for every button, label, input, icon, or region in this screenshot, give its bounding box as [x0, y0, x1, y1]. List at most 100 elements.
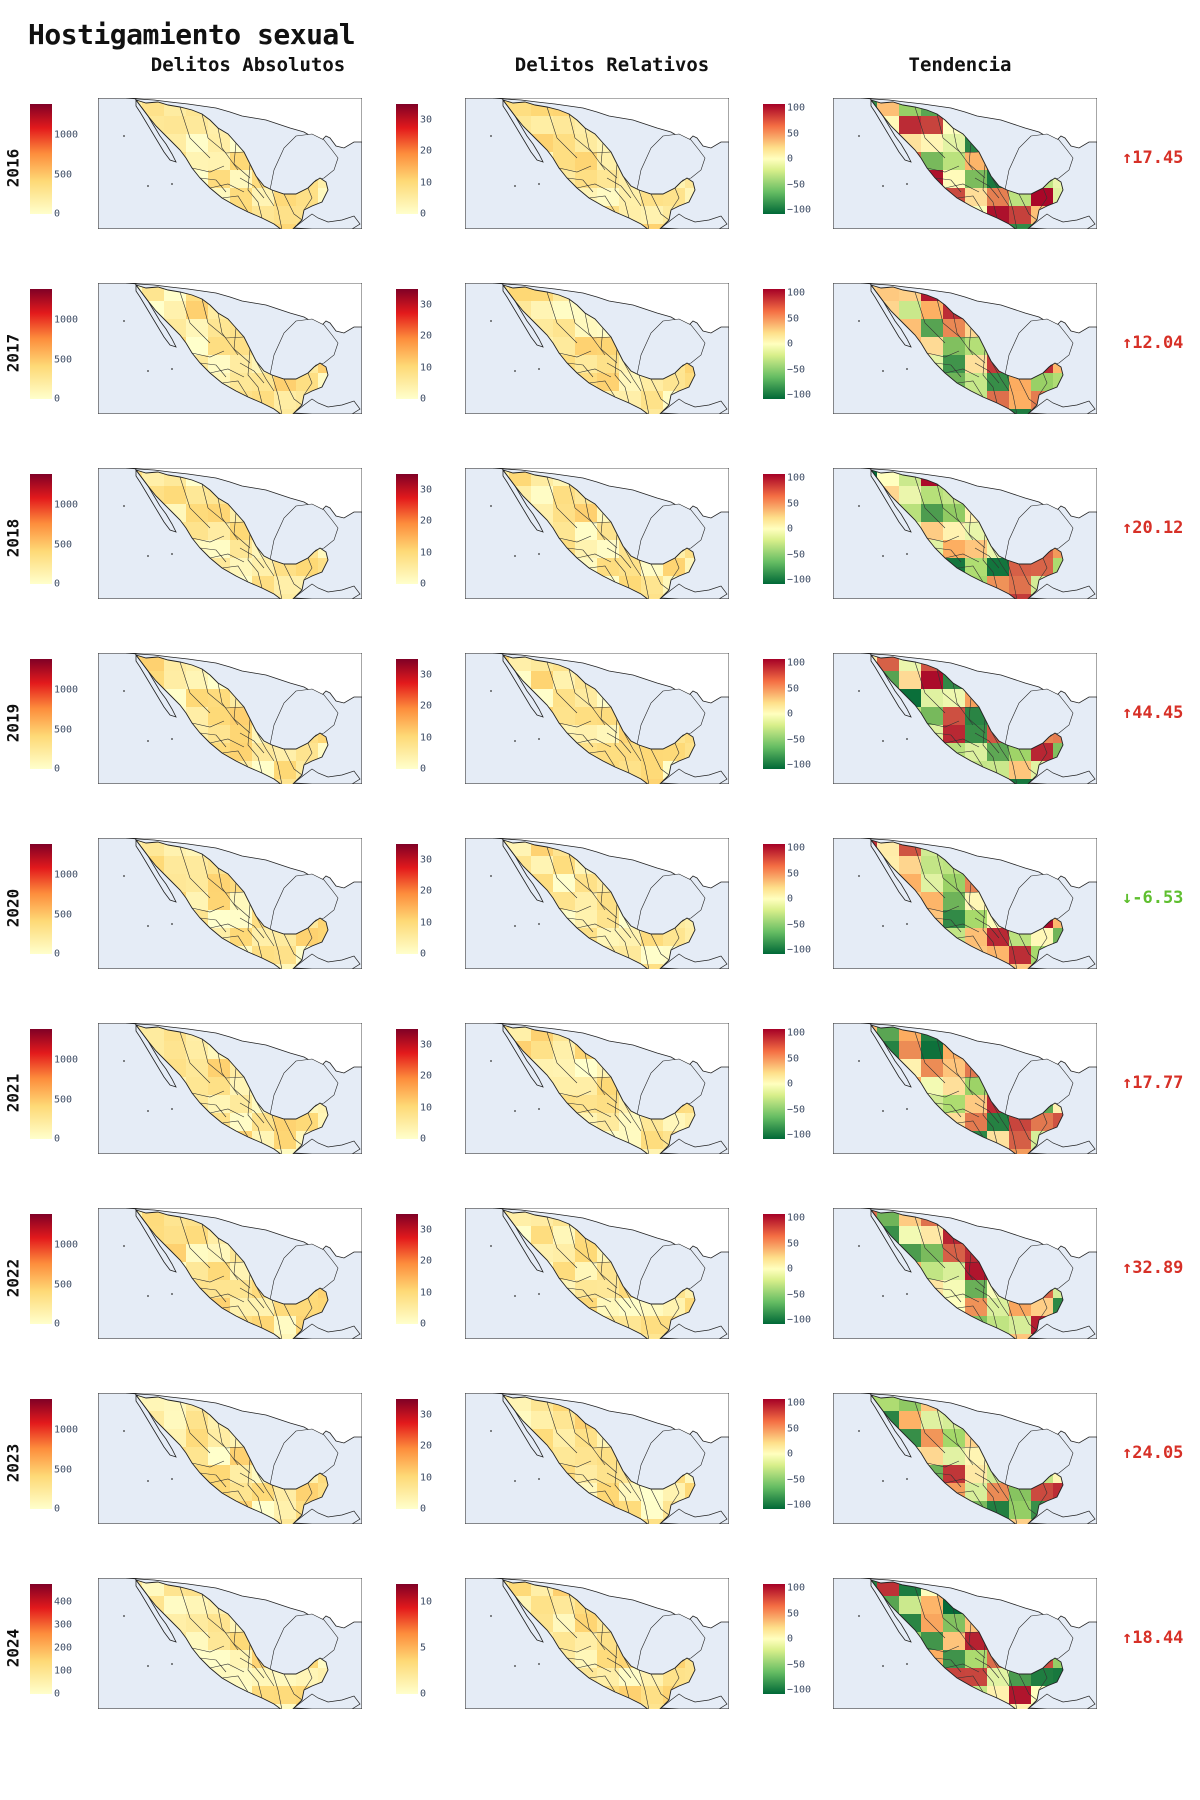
colorbar-tick: 0 — [420, 763, 427, 775]
colorbar-ticks: 30 20 10 0 — [420, 104, 468, 219]
colorbar-tick: 30 — [420, 484, 433, 496]
year-row: 2021 1000 500 0 30 20 10 0 100 50 0 −50 −100 ↑17.77 — [0, 1023, 1200, 1183]
colorbar-tick: 300 — [54, 1619, 73, 1631]
colorbar-tick: 30 — [420, 114, 433, 126]
colorbar-tick: 10 — [420, 547, 433, 559]
colorbar-tick: 500 — [54, 724, 73, 736]
year-label: 2019 — [2, 693, 24, 753]
colorbar-tick: 50 — [787, 868, 800, 879]
colorbar-tick: −100 — [787, 1684, 812, 1696]
colorbar-relativos — [396, 1214, 418, 1324]
colorbar-tendencia — [763, 1214, 785, 1324]
colorbar-tick: 10 — [420, 917, 433, 929]
colorbar-ticks: 100 50 0 −50 −100 — [787, 288, 835, 401]
colorbar-tendencia — [763, 1584, 785, 1694]
choropleth-map-absolutos — [98, 1393, 362, 1524]
colorbar-tick: 0 — [420, 1688, 427, 1700]
colorbar-absolutos — [30, 844, 52, 954]
colorbar-tick: 0 — [787, 153, 794, 165]
colorbar-tick: −50 — [787, 1474, 806, 1485]
colorbar-tick: 0 — [420, 393, 427, 405]
colorbar-relativos — [396, 844, 418, 954]
choropleth-map-tendencia — [833, 653, 1097, 784]
choropleth-map-tendencia — [833, 1208, 1097, 1339]
trend-value: ↑44.45 — [1122, 703, 1184, 723]
colorbar-tick: 0 — [420, 1318, 427, 1330]
colorbar-tick: 20 — [420, 515, 433, 527]
year-text: 2019 — [3, 703, 23, 743]
colorbar-ticks: 1000 500 0 — [54, 474, 102, 590]
colorbar-tick: 500 — [54, 169, 73, 181]
colorbar-tick: 30 — [420, 854, 433, 866]
year-label: 2021 — [2, 1063, 24, 1123]
colorbar-tick: 30 — [420, 1224, 433, 1236]
colorbar-tick: −100 — [787, 944, 812, 956]
colorbar-tick: −50 — [787, 1104, 806, 1115]
colorbar-tick: 10 — [420, 732, 433, 744]
year-label: 2023 — [2, 1433, 24, 1493]
colorbar-ticks: 30 20 10 0 — [420, 1029, 468, 1144]
choropleth-map-tendencia — [833, 98, 1097, 229]
colorbar-tick: −100 — [787, 204, 812, 216]
colorbar-tick: 100 — [787, 1582, 806, 1594]
colorbar-tick: −100 — [787, 389, 812, 401]
choropleth-map-relativos — [465, 653, 729, 784]
colorbar-relativos — [396, 104, 418, 214]
colorbar-tick: 5 — [420, 1642, 427, 1654]
colorbar-tick: 500 — [54, 1094, 73, 1106]
colorbar-ticks: 100 50 0 −50 −100 — [787, 842, 835, 956]
choropleth-map-relativos — [465, 1208, 729, 1339]
colorbar-tick: 500 — [54, 354, 73, 366]
colorbar-tick: 10 — [420, 362, 433, 374]
colorbar-tendencia — [763, 289, 785, 399]
colorbar-ticks: 1000 500 0 — [54, 1214, 102, 1330]
colorbar-ticks: 100 50 0 −50 −100 — [787, 1213, 835, 1326]
colorbar-tick: 0 — [787, 708, 794, 720]
choropleth-map-tendencia — [833, 468, 1097, 599]
colorbar-tick: 10 — [420, 177, 433, 189]
year-row: 2018 1000 500 0 30 20 10 0 100 50 0 −50 −100 ↑20.12 — [0, 468, 1200, 628]
colorbar-tick: 0 — [54, 393, 61, 405]
colorbar-ticks: 1000 500 0 — [54, 844, 102, 960]
colorbar-tick: 20 — [420, 885, 433, 897]
colorbar-relativos — [396, 1029, 418, 1139]
colorbar-tick: 10 — [420, 1472, 433, 1484]
choropleth-map-tendencia — [833, 1023, 1097, 1154]
year-text: 2021 — [3, 1073, 23, 1113]
colorbar-ticks: 30 20 10 0 — [420, 659, 468, 774]
trend-value: ↑17.45 — [1122, 148, 1184, 168]
colorbar-relativos — [396, 1399, 418, 1509]
colorbar-tick: 1000 — [54, 1239, 79, 1251]
colorbar-tick: 50 — [787, 683, 800, 694]
colorbar-ticks: 100 50 0 −50 −100 — [787, 1398, 835, 1511]
colorbar-ticks: 30 20 10 0 — [420, 1399, 468, 1514]
colorbar-absolutos — [30, 289, 52, 399]
colorbar-tick: 50 — [787, 1238, 800, 1249]
colorbar-ticks: 1000 500 0 — [54, 1029, 102, 1145]
colorbar-tick: 20 — [420, 1440, 433, 1452]
colorbar-tick: 0 — [420, 1133, 427, 1145]
colorbar-tick: 100 — [54, 1665, 73, 1677]
colorbar-tick: 1000 — [54, 1054, 79, 1066]
colorbar-ticks: 30 20 10 0 — [420, 844, 468, 959]
colorbar-tick: −100 — [787, 1499, 812, 1511]
colorbar-tendencia — [763, 104, 785, 214]
year-text: 2016 — [3, 148, 23, 188]
colorbar-absolutos — [30, 1214, 52, 1324]
colorbar-ticks: 100 50 0 −50 −100 — [787, 473, 835, 586]
choropleth-map-tendencia — [833, 283, 1097, 414]
colorbar-ticks: 30 20 10 0 — [420, 289, 468, 404]
choropleth-map-relativos — [465, 283, 729, 414]
colorbar-relativos — [396, 289, 418, 399]
colorbar-tendencia — [763, 659, 785, 769]
colorbar-tick: 100 — [787, 842, 806, 854]
colorbar-tick: 1000 — [54, 499, 79, 511]
year-label: 2017 — [2, 323, 24, 383]
colorbar-tick: −50 — [787, 364, 806, 375]
colorbar-ticks: 30 20 10 0 — [420, 1214, 468, 1329]
year-text: 2017 — [3, 333, 23, 373]
year-label: 2024 — [2, 1618, 24, 1678]
choropleth-map-absolutos — [98, 1208, 362, 1339]
colorbar-tick: 30 — [420, 669, 433, 681]
colorbar-tendencia — [763, 474, 785, 584]
